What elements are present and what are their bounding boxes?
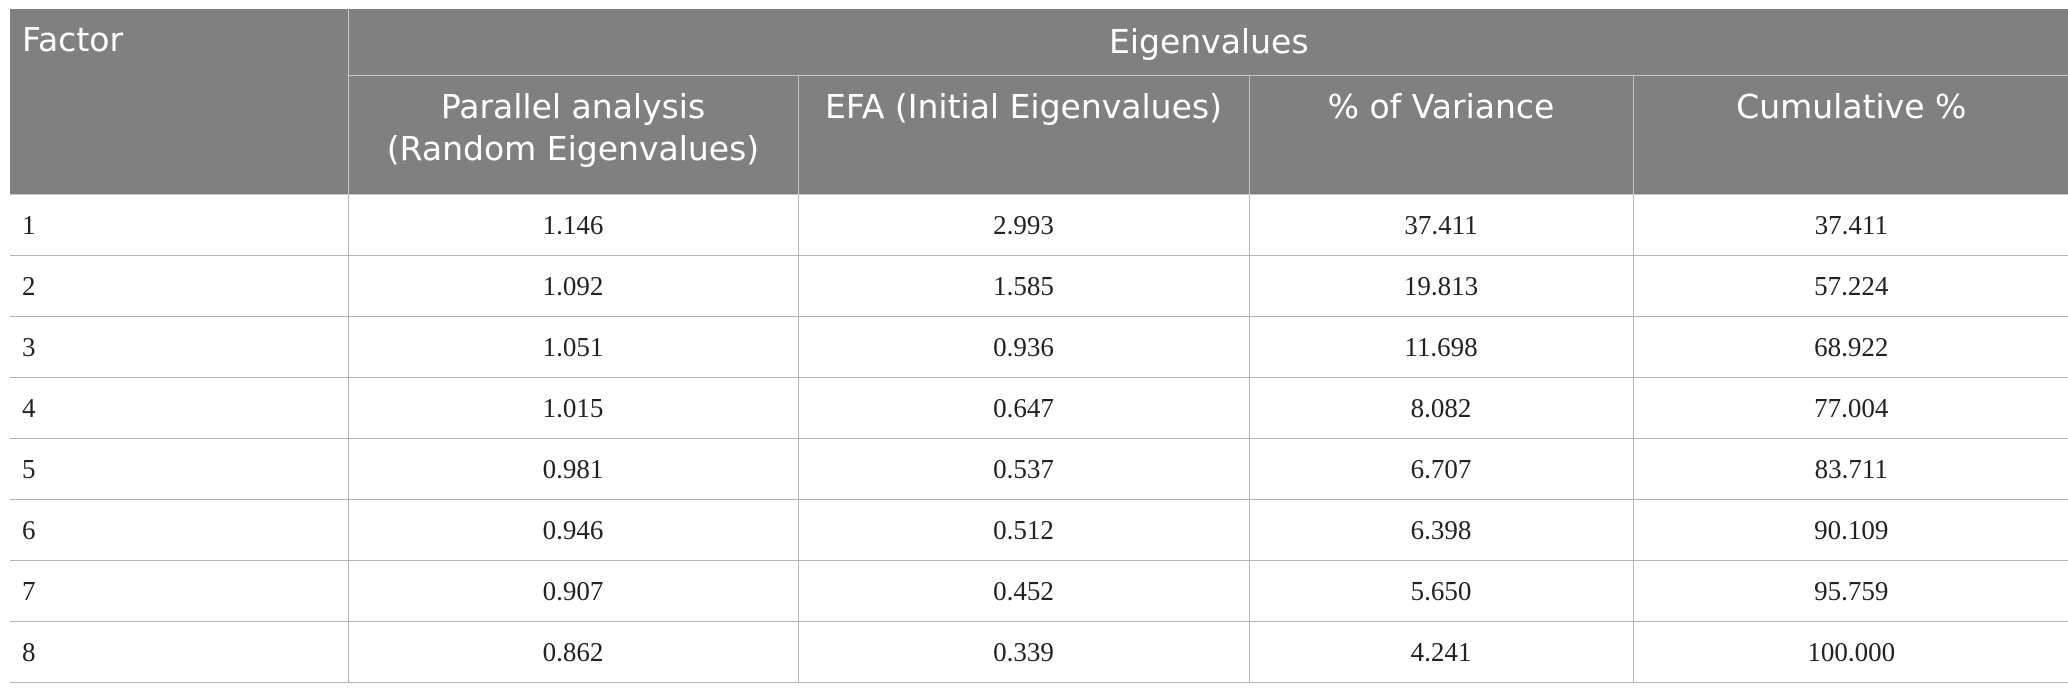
- factor-cell: 8: [10, 621, 349, 683]
- cumulative-cell: 77.004: [1632, 377, 2068, 439]
- cumulative-cell: 83.711: [1632, 438, 2068, 500]
- factor-cell: 4: [10, 377, 349, 439]
- factor-cell: 1: [10, 194, 349, 256]
- header-row-sub: Parallel analysis (Random Eigenvalues) E…: [10, 75, 2068, 195]
- eigenvalues-table-container: Factor Eigenvalues Parallel analysis (Ra…: [10, 9, 2068, 683]
- header-parallel-analysis-line1: Parallel analysis: [440, 87, 706, 126]
- table-body: 1 1.146 2.993 37.411 37.411 2 1.092 1.585 19.813…: [10, 194, 2068, 683]
- cumulative-cell: 100.000: [1632, 621, 2068, 683]
- cumulative-cell: 68.922: [1632, 316, 2068, 378]
- table-row: 2 1.092 1.585 19.813 57.224: [10, 255, 2068, 317]
- cumulative-cell: 37.411: [1632, 194, 2068, 256]
- header-parallel-analysis: Parallel analysis (Random Eigenvalues): [347, 75, 799, 195]
- parallel-analysis-cell: 0.907: [347, 560, 799, 622]
- eigenvalues-table: Factor Eigenvalues Parallel analysis (Ra…: [10, 9, 2068, 683]
- percent-variance-cell: 19.813: [1248, 255, 1634, 317]
- header-efa: EFA (Initial Eigenvalues): [797, 75, 1250, 195]
- efa-cell: 1.585: [797, 255, 1250, 317]
- table-row: 8 0.862 0.339 4.241 100.000: [10, 621, 2068, 683]
- parallel-analysis-cell: 1.092: [347, 255, 799, 317]
- header-cumulative: Cumulative %: [1632, 75, 2068, 195]
- factor-cell: 5: [10, 438, 349, 500]
- efa-cell: 0.647: [797, 377, 1250, 439]
- table-row: 1 1.146 2.993 37.411 37.411: [10, 194, 2068, 256]
- parallel-analysis-cell: 1.015: [347, 377, 799, 439]
- efa-cell: 0.339: [797, 621, 1250, 683]
- percent-variance-cell: 37.411: [1248, 194, 1634, 256]
- cumulative-cell: 57.224: [1632, 255, 2068, 317]
- table-row: 6 0.946 0.512 6.398 90.109: [10, 499, 2068, 561]
- efa-cell: 2.993: [797, 194, 1250, 256]
- table-row: 3 1.051 0.936 11.698 68.922: [10, 316, 2068, 378]
- header-row-top: Factor Eigenvalues: [10, 9, 2068, 195]
- percent-variance-cell: 5.650: [1248, 560, 1634, 622]
- percent-variance-cell: 8.082: [1248, 377, 1634, 439]
- efa-cell: 0.537: [797, 438, 1250, 500]
- cumulative-cell: 95.759: [1632, 560, 2068, 622]
- efa-cell: 0.936: [797, 316, 1250, 378]
- table-row: 5 0.981 0.537 6.707 83.711: [10, 438, 2068, 500]
- factor-cell: 2: [10, 255, 349, 317]
- parallel-analysis-cell: 0.946: [347, 499, 799, 561]
- table-row: 7 0.907 0.452 5.650 95.759: [10, 560, 2068, 622]
- parallel-analysis-cell: 1.146: [347, 194, 799, 256]
- percent-variance-cell: 6.707: [1248, 438, 1634, 500]
- cumulative-cell: 90.109: [1632, 499, 2068, 561]
- header-parallel-analysis-line2: (Random Eigenvalues): [386, 129, 760, 168]
- percent-variance-cell: 6.398: [1248, 499, 1634, 561]
- header-eigenvalues: Eigenvalues: [347, 9, 2068, 76]
- efa-cell: 0.512: [797, 499, 1250, 561]
- factor-cell: 6: [10, 499, 349, 561]
- header-factor: Factor: [10, 9, 349, 195]
- parallel-analysis-cell: 0.981: [347, 438, 799, 500]
- factor-cell: 7: [10, 560, 349, 622]
- parallel-analysis-cell: 0.862: [347, 621, 799, 683]
- parallel-analysis-cell: 1.051: [347, 316, 799, 378]
- header-percent-variance: % of Variance: [1248, 75, 1634, 195]
- factor-cell: 3: [10, 316, 349, 378]
- percent-variance-cell: 11.698: [1248, 316, 1634, 378]
- percent-variance-cell: 4.241: [1248, 621, 1634, 683]
- table-row: 4 1.015 0.647 8.082 77.004: [10, 377, 2068, 439]
- efa-cell: 0.452: [797, 560, 1250, 622]
